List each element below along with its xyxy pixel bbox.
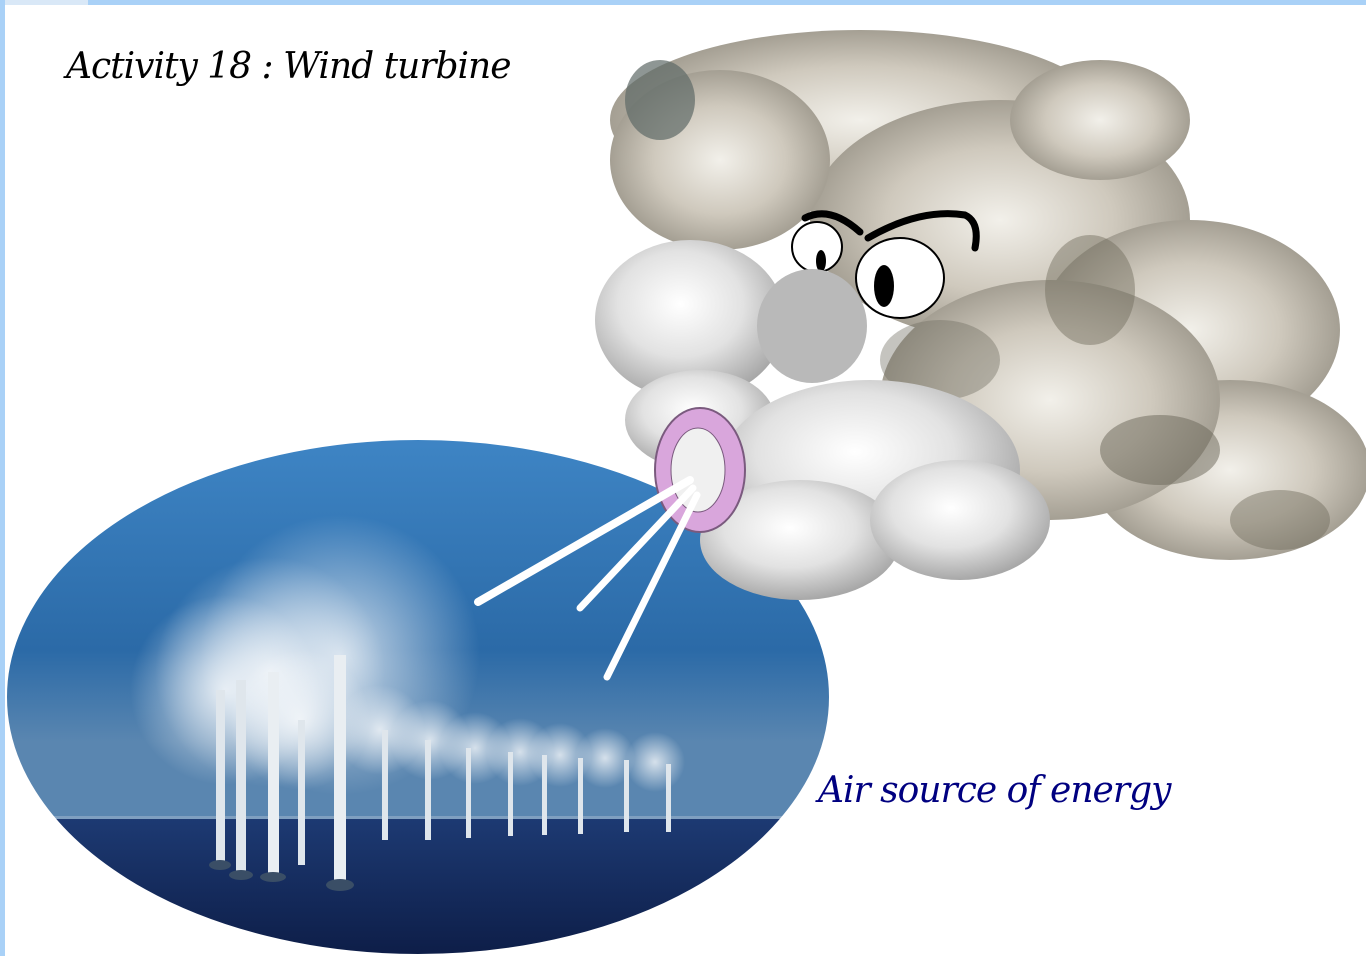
- cloud-face-icon: [595, 30, 1366, 600]
- slide-title: Activity 18 : Wind turbine: [66, 46, 511, 87]
- slide-caption: Air source of energy: [818, 770, 1170, 811]
